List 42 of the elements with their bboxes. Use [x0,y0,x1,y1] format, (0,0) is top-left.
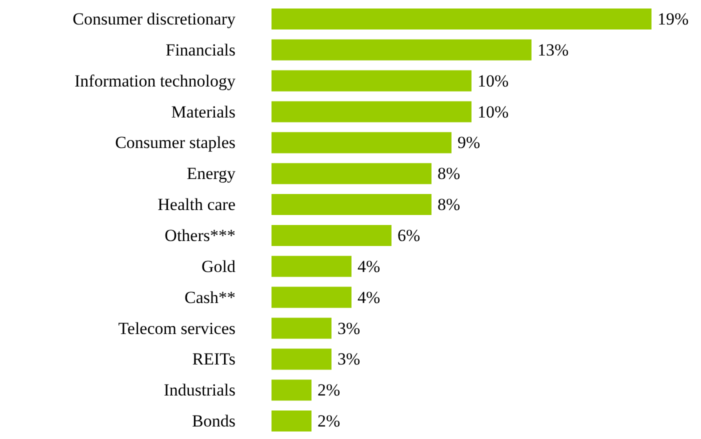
bar [272,318,332,339]
bar [272,224,392,246]
y-tick-label: Industrials [164,380,236,400]
y-tick-label: Bonds [192,412,236,431]
bar [272,39,532,60]
data-label: 13% [538,40,569,60]
bar [272,286,352,308]
bar [272,132,452,154]
y-tick-label: Consumer staples [115,133,236,152]
data-label: 8% [438,164,460,184]
data-label: 19% [658,9,689,28]
data-label: 9% [458,133,480,152]
y-tick-label: Materials [171,102,236,122]
data-label: 10% [478,102,509,122]
y-tick-label: Gold [202,256,236,276]
y-tick-label: Health care [158,195,236,214]
data-label: 4% [358,288,380,307]
data-label: 2% [318,380,340,400]
y-tick-label: Cash** [184,288,236,307]
bar [272,70,472,92]
bar [272,348,332,370]
y-tick-label: Consumer discretionary [72,9,236,28]
y-tick-label: Financials [166,40,236,60]
data-label: 10% [478,71,509,90]
bar [272,380,312,401]
data-label: 4% [358,256,380,276]
data-label: 3% [338,350,360,369]
bar [272,410,312,432]
bar [272,256,352,277]
bar [272,8,652,30]
y-tick-label: Energy [186,164,236,184]
y-tick-label: Others*** [164,226,236,245]
bar [272,194,432,216]
bar [272,101,472,122]
bar [272,163,432,184]
data-label: 2% [318,412,340,431]
data-label: 6% [398,226,420,245]
data-label: 8% [438,195,460,214]
y-tick-label: Telecom services [118,318,236,338]
y-tick-label: REITs [192,350,236,369]
data-label: 3% [338,318,360,338]
y-tick-label: Information technology [74,71,236,90]
